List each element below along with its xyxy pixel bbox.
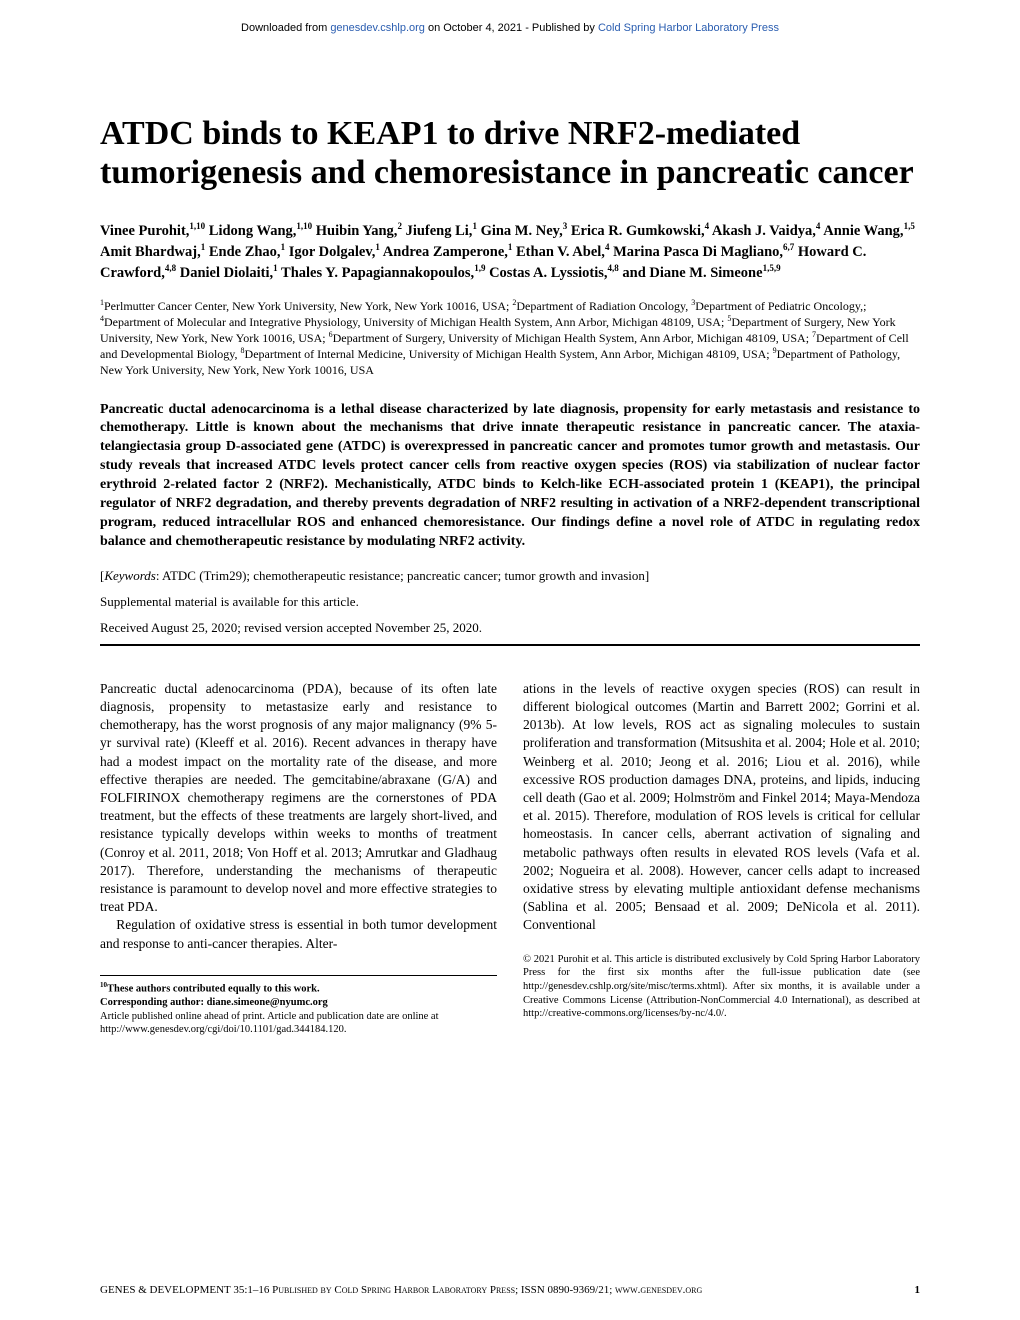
received-dates: Received August 25, 2020; revised versio… bbox=[100, 620, 920, 636]
body-para-2: Regulation of oxidative stress is essent… bbox=[100, 916, 497, 952]
author-list: Vinee Purohit,1,10 Lidong Wang,1,10 Huib… bbox=[100, 220, 920, 283]
body-para-1: Pancreatic ductal adenocarcinoma (PDA), … bbox=[100, 680, 497, 917]
footnotes-right: © 2021 Purohit et al. This article is di… bbox=[523, 953, 920, 1021]
page-number: 1 bbox=[915, 1284, 921, 1296]
page-footer: GENES & DEVELOPMENT 35:1–16 Published by… bbox=[100, 1284, 920, 1296]
affiliations: 1Perlmutter Cancer Center, New York Univ… bbox=[100, 298, 920, 379]
corresponding-email[interactable]: diane.simeone@nyumc.org bbox=[207, 997, 328, 1008]
page-content: ATDC binds to KEAP1 to drive NRF2-mediat… bbox=[0, 34, 1020, 1037]
header-link-source[interactable]: genesdev.cshlp.org bbox=[330, 22, 425, 34]
footnotes-left: 10These authors contributed equally to t… bbox=[100, 975, 497, 1037]
download-header: Downloaded from genesdev.cshlp.org on Oc… bbox=[0, 0, 1020, 34]
left-column: Pancreatic ductal adenocarcinoma (PDA), … bbox=[100, 680, 497, 1037]
footnote-article-online: Article published online ahead of print.… bbox=[100, 1010, 497, 1037]
header-prefix: Downloaded from bbox=[241, 22, 330, 34]
header-link-publisher[interactable]: Cold Spring Harbor Laboratory Press bbox=[598, 22, 779, 34]
body-columns: Pancreatic ductal adenocarcinoma (PDA), … bbox=[100, 680, 920, 1037]
footer-citation: GENES & DEVELOPMENT 35:1–16 Published by… bbox=[100, 1284, 702, 1296]
section-rule bbox=[100, 644, 920, 646]
footnote-equal-contrib: 10These authors contributed equally to t… bbox=[100, 981, 497, 996]
right-column: ations in the levels of reactive oxygen … bbox=[523, 680, 920, 1037]
footnote-equal-text: These authors contributed equally to thi… bbox=[107, 983, 320, 994]
supplemental-note: Supplemental material is available for t… bbox=[100, 594, 920, 610]
body-para-3: ations in the levels of reactive oxygen … bbox=[523, 680, 920, 935]
footnote-corresponding: Corresponding author: diane.simeone@nyum… bbox=[100, 996, 497, 1010]
footnote-sup: 10 bbox=[100, 981, 107, 989]
keywords-label: Keywords bbox=[104, 568, 156, 583]
header-mid: on October 4, 2021 - Published by bbox=[425, 22, 598, 34]
footer-left-text: GENES & DEVELOPMENT 35:1–16 Published by… bbox=[100, 1284, 702, 1296]
corresponding-label: Corresponding author: bbox=[100, 997, 207, 1008]
abstract: Pancreatic ductal adenocarcinoma is a le… bbox=[100, 401, 920, 552]
article-title: ATDC binds to KEAP1 to drive NRF2-mediat… bbox=[100, 114, 920, 192]
keywords-text: : ATDC (Trim29); chemotherapeutic resist… bbox=[156, 568, 649, 583]
keywords-line: [Keywords: ATDC (Trim29); chemotherapeut… bbox=[100, 568, 920, 584]
